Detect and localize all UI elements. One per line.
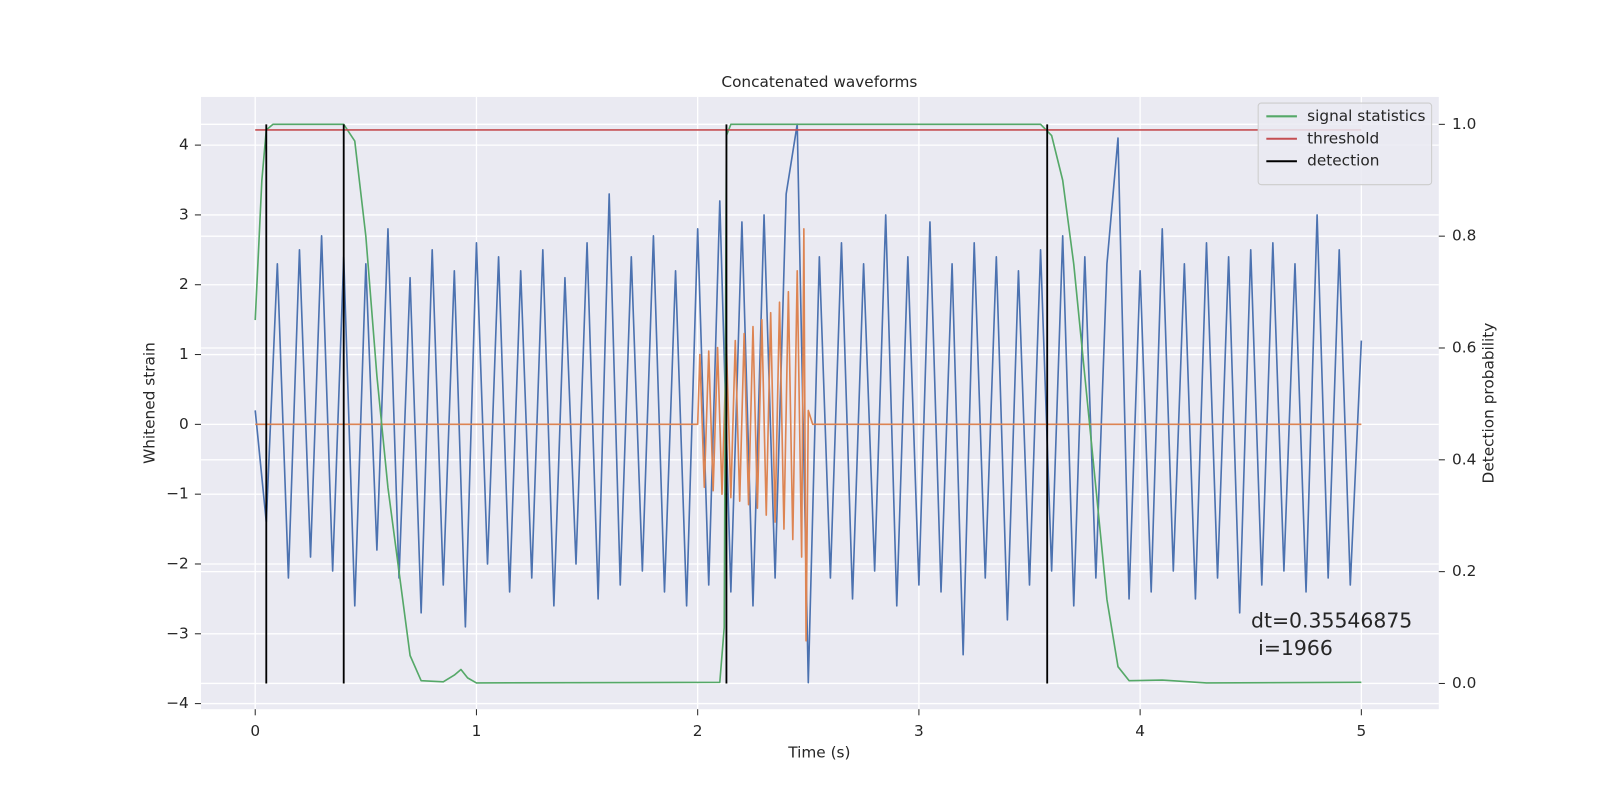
x-tick-label: 2 — [693, 722, 703, 740]
y-tick-label: −1 — [166, 485, 189, 503]
x-tick-label: 3 — [914, 722, 924, 740]
y2-tick-label: 0.2 — [1452, 562, 1476, 580]
y2-axis-label: Detection probability — [1479, 323, 1497, 484]
axes: 0 1 2 3 4 5 −4 −3 −2 −1 0 1 2 3 4 0.0 0.2 0.4 0.6 0.8 1.0 — [166, 115, 1476, 740]
y-tick-label: 4 — [179, 136, 189, 154]
y-tick-label: −3 — [166, 624, 189, 642]
chart-title: Concatenated waveforms — [721, 73, 917, 91]
y-tick-label: 0 — [179, 415, 189, 433]
x-tick-label: 1 — [472, 722, 482, 740]
y2-tick-label: 0.8 — [1452, 227, 1476, 245]
x-tick-label: 0 — [250, 722, 260, 740]
x-axis-label: Time (s) — [787, 744, 850, 762]
legend-label: signal statistics — [1307, 107, 1425, 125]
y2-tick-label: 0.4 — [1452, 450, 1476, 468]
y-tick-label: 3 — [179, 205, 189, 223]
y-tick-label: −2 — [166, 554, 189, 572]
y-tick-label: 2 — [179, 275, 189, 293]
marks — [254, 123, 1363, 684]
y-axis-label: Whitened strain — [141, 342, 159, 464]
legend-box — [1257, 102, 1433, 186]
series-line — [254, 123, 1363, 684]
x-tick-label: 5 — [1356, 722, 1366, 740]
legend-label: threshold — [1307, 129, 1379, 147]
x-tick-label: 4 — [1135, 722, 1145, 740]
y-tick-label: −4 — [166, 694, 189, 712]
y-tick-label: 1 — [179, 345, 189, 363]
y2-tick-label: 0.0 — [1452, 674, 1476, 692]
annotation: dt=0.35546875 — [1251, 608, 1412, 632]
annotation: i=1966 — [1258, 636, 1333, 660]
legend: signal statistics threshold detection — [1257, 102, 1433, 186]
legend-label: detection — [1307, 152, 1379, 170]
series-line — [254, 123, 1362, 684]
series-line — [255, 228, 1362, 642]
y2-tick-label: 1.0 — [1452, 115, 1476, 133]
y2-tick-label: 0.6 — [1452, 338, 1476, 356]
